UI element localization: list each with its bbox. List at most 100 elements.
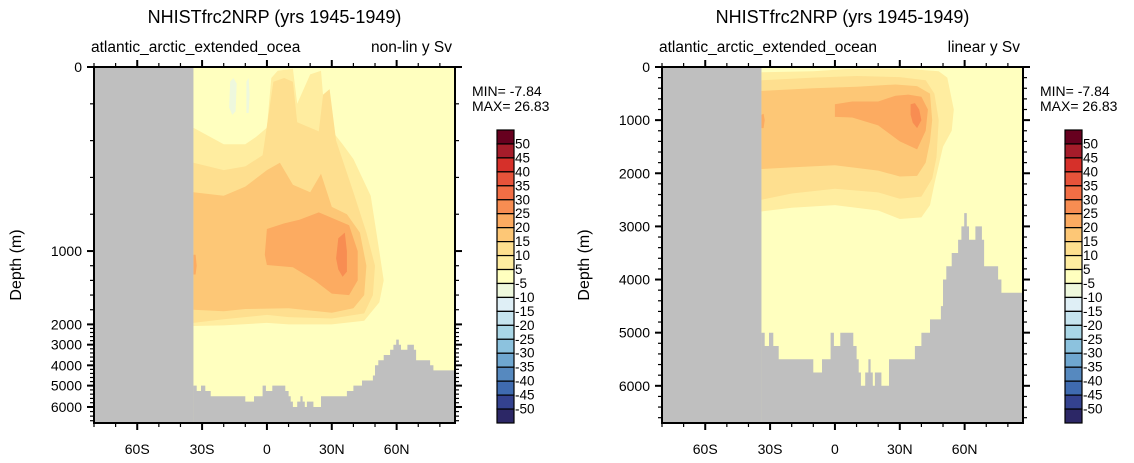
land-mask-west (662, 67, 762, 423)
contour-band (264, 212, 358, 296)
colorbar-label: -20 (1083, 318, 1103, 333)
colorbar: 5045403530252015105-5-10-15-20-25-30-35-… (1064, 129, 1103, 424)
y-tick-label: 5000 (51, 378, 82, 394)
colorbar-box (1064, 143, 1083, 159)
colorbar-box (1064, 254, 1083, 271)
colorbar-box (496, 241, 515, 257)
max-label: MAX= 26.83 (1040, 98, 1118, 114)
x-tick-label: 0 (263, 441, 271, 457)
colorbar-label: -40 (1083, 374, 1103, 389)
colorbar-label: 20 (515, 220, 530, 235)
x-tick-label: 60S (693, 441, 718, 457)
colorbar-box (496, 324, 515, 340)
colorbar-box (496, 310, 515, 326)
min-label: MIN= -7.84 (1040, 83, 1110, 99)
colorbar-box (496, 352, 515, 368)
colorbar-box (1064, 129, 1083, 145)
colorbar-box (496, 227, 515, 243)
colorbar-label: -45 (515, 388, 535, 403)
chart-title: NHISTfrc2NRP (yrs 1945-1949) (148, 7, 402, 27)
colorbar: 5045403530252015105-5-10-15-20-25-30-35-… (496, 129, 535, 424)
land-mask-west (94, 67, 194, 423)
colorbar-label: -35 (515, 360, 535, 375)
colorbar-box (1064, 352, 1083, 368)
chart-panel-1: NHISTfrc2NRP (yrs 1945-1949) atlantic_arc… (8, 7, 550, 457)
contour-band (229, 78, 237, 115)
colorbar-box (1064, 268, 1083, 285)
y-tick-label: 5000 (619, 325, 650, 341)
x-tick-label: 30S (190, 441, 215, 457)
contour-band (834, 94, 928, 150)
colorbar-label: -15 (515, 304, 535, 319)
colorbar-label: 15 (1083, 234, 1098, 249)
chart-panel-2: NHISTfrc2NRP (yrs 1945-1949) atlantic_arc… (576, 7, 1118, 457)
chart-subtitle-left: atlantic_arctic_extended_ocea (91, 39, 301, 56)
colorbar-label: -10 (515, 290, 535, 305)
colorbar-label: 40 (1083, 164, 1098, 179)
land-mask-bathymetry (761, 213, 1023, 423)
y-tick-label: 0 (642, 59, 650, 75)
colorbar-box (1064, 366, 1083, 382)
plot-frame (93, 66, 456, 424)
x-tick-label: 60N (952, 441, 978, 457)
colorbar-box (1064, 338, 1083, 354)
y-axis-label: Depth (m) (576, 229, 593, 300)
contour-field (94, 67, 455, 423)
colorbar-box (496, 213, 515, 229)
colorbar-box (496, 268, 515, 285)
colorbar-label: 45 (1083, 150, 1098, 165)
colorbar-label: -50 (515, 402, 535, 417)
contour-band (246, 78, 250, 113)
chart-subtitle-right: non-lin y Sv (371, 39, 452, 56)
colorbar-label: 35 (515, 178, 530, 193)
colorbar-label: -45 (1083, 388, 1103, 403)
x-tick-label: 0 (831, 441, 839, 457)
colorbar-box (496, 143, 515, 159)
colorbar-box (496, 282, 515, 299)
colorbar-box (1064, 185, 1083, 201)
y-tick-label: 2000 (51, 316, 82, 332)
min-label: MIN= -7.84 (472, 83, 542, 99)
colorbar-box (1064, 199, 1083, 215)
y-tick-label: 4000 (619, 272, 650, 288)
colorbar-label: -5 (1083, 276, 1095, 291)
colorbar-box (496, 380, 515, 396)
colorbar-label: -40 (515, 374, 535, 389)
colorbar-label: 10 (515, 248, 530, 263)
colorbar-box (1064, 394, 1083, 410)
colorbar-box (496, 366, 515, 382)
colorbar-label: 50 (1083, 136, 1098, 151)
colorbar-label: -10 (1083, 290, 1103, 305)
colorbar-box (1064, 324, 1083, 340)
colorbar-label: -50 (1083, 402, 1103, 417)
land-mask-bathymetry (193, 339, 455, 423)
y-tick-label: 3000 (51, 337, 82, 353)
colorbar-label: -30 (1083, 346, 1103, 361)
colorbar-label: -5 (515, 276, 527, 291)
colorbar-label: 5 (1083, 262, 1091, 277)
colorbar-box (1064, 282, 1083, 299)
chart-subtitle-left: atlantic_arctic_extended_ocean (659, 39, 877, 56)
colorbar-box (496, 199, 515, 215)
colorbar-box (496, 185, 515, 201)
x-tick-label: 60S (125, 441, 150, 457)
colorbar-label: 25 (515, 206, 530, 221)
y-tick-label: 2000 (619, 165, 650, 181)
colorbar-label: -35 (1083, 360, 1103, 375)
chart-subtitle-right: linear y Sv (948, 39, 1021, 56)
colorbar-label: 5 (515, 262, 523, 277)
x-tick-label: 30N (319, 441, 345, 457)
colorbar-label: 30 (1083, 192, 1098, 207)
contour-field (662, 67, 1023, 423)
max-label: MAX= 26.83 (472, 98, 550, 114)
chart-title: NHISTfrc2NRP (yrs 1945-1949) (716, 7, 970, 27)
colorbar-label: -15 (1083, 304, 1103, 319)
contour-band (193, 254, 197, 275)
colorbar-label: 35 (1083, 178, 1098, 193)
colorbar-label: 50 (515, 136, 530, 151)
colorbar-box (496, 157, 515, 173)
colorbar-box (1064, 227, 1083, 243)
colorbar-label: 45 (515, 150, 530, 165)
colorbar-box (496, 296, 515, 312)
